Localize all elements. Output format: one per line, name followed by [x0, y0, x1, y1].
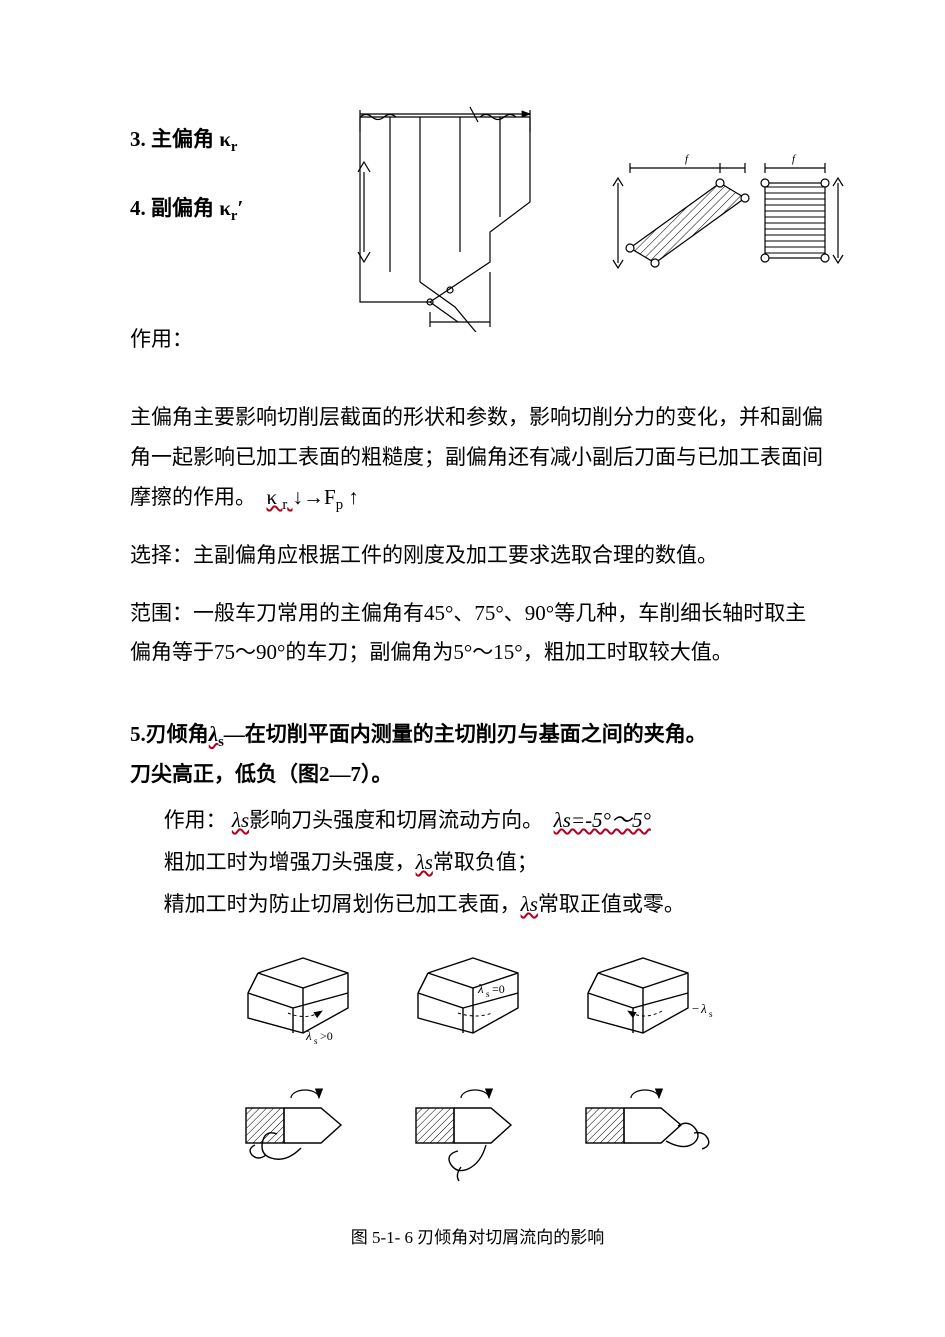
sec5-line3: 精加工时为防止切屑划伤已加工表面，λs常取正值或零。: [130, 885, 825, 925]
svg-text:s: s: [486, 989, 490, 999]
svg-text:f: f: [685, 153, 690, 165]
figure-bottom-svg: λ s >0 λ s =0 − λ s: [228, 943, 728, 1203]
sec5-l1-label: 作用：: [164, 808, 232, 832]
top-row: 3. 主偏角 κr 4. 副偏角 κr′: [130, 120, 825, 380]
figure-top-left: [320, 102, 600, 332]
paragraph-effect-body: 主偏角主要影响切削层截面的形状和参数，影响切削分力的变化，并和副偏角一起影响已加…: [130, 405, 823, 509]
sec5-l3-b: 常取正值或零。: [538, 892, 685, 916]
title-3-sub: r: [231, 139, 238, 155]
figure-caption: 图 5-1- 6 刃倾角对切屑流向的影响: [228, 1222, 728, 1253]
lambda-icon: λs: [209, 722, 224, 746]
figure-top-left-svg: [320, 102, 600, 332]
lambda-icon: λs: [416, 850, 433, 874]
figure-top-right-svg: f f: [610, 148, 850, 288]
sec5-l2-a: 粗加工时为增强刀头强度，: [164, 850, 416, 874]
effect-label-top: 作用：: [130, 320, 193, 359]
title-4: 4. 副偏角 κr′: [130, 189, 330, 228]
sec5-h-a: 5.刃倾角: [130, 722, 209, 746]
lambda-icon: λs: [521, 892, 538, 916]
paragraph-select: 选择：主副偏角应根据工件的刚度及加工要求选取合理的数值。: [130, 536, 825, 576]
paragraph-range: 范围：一般车刀常用的主偏角有45°、75°、90°等几种，车削细长轴时取主偏角等…: [130, 594, 825, 674]
sec5-l1-body: 影响刀头强度和切屑流动方向。: [249, 808, 543, 832]
svg-text:f: f: [792, 153, 797, 165]
title-4-suf: ′: [237, 196, 243, 220]
formula-fp-sub: p: [336, 497, 343, 513]
sec5-l2-b: 常取负值；: [433, 850, 538, 874]
section-5-heading: 5.刃倾角λs—在切削平面内测量的主切削刃与基面之间的夹角。 刀尖高正，低负（图…: [130, 715, 825, 795]
sec5-line1: 作用： λs影响刀头强度和切屑流动方向。 λs=-5°～5°: [130, 801, 825, 841]
title-4-pre: 4. 副偏角: [130, 196, 219, 220]
section-titles: 3. 主偏角 κr 4. 副偏角 κr′: [130, 120, 330, 258]
title-3: 3. 主偏角 κr: [130, 120, 330, 159]
section-5: 5.刃倾角λs—在切削平面内测量的主切削刃与基面之间的夹角。 刀尖高正，低负（图…: [130, 715, 825, 924]
kappa-icon: κ: [219, 196, 231, 220]
page-root: 3. 主偏角 κr 4. 副偏角 κr′: [0, 0, 945, 1337]
svg-text:s: s: [709, 1009, 713, 1019]
svg-text:s: s: [314, 1036, 318, 1046]
lambda-icon: λs: [232, 808, 249, 832]
svg-text:=0: =0: [492, 982, 505, 996]
svg-text:λ: λ: [477, 981, 484, 996]
title-3-pre: 3. 主偏角: [130, 127, 219, 151]
svg-text:λ: λ: [305, 1028, 312, 1043]
lambda-range: λs=-5°～5°: [554, 808, 651, 832]
svg-text:−: −: [692, 1001, 699, 1016]
svg-text:λ: λ: [700, 1001, 707, 1016]
figure-top-right: f f: [610, 148, 850, 288]
formula-kappa: κ r: [267, 485, 293, 509]
formula-end: ↑: [343, 485, 359, 509]
formula-mid: ↓→F: [293, 485, 336, 509]
sec5-line2: 粗加工时为增强刀头强度，λs常取负值；: [130, 843, 825, 883]
sec5-l3-a: 精加工时为防止切屑划伤已加工表面，: [164, 892, 521, 916]
figure-bottom: λ s >0 λ s =0 − λ s: [228, 943, 728, 1253]
svg-text:>0: >0: [320, 1029, 333, 1043]
paragraph-effect: 主偏角主要影响切削层截面的形状和参数，影响切削分力的变化，并和副偏角一起影响已加…: [130, 398, 825, 518]
kappa-icon: κ: [219, 127, 231, 151]
